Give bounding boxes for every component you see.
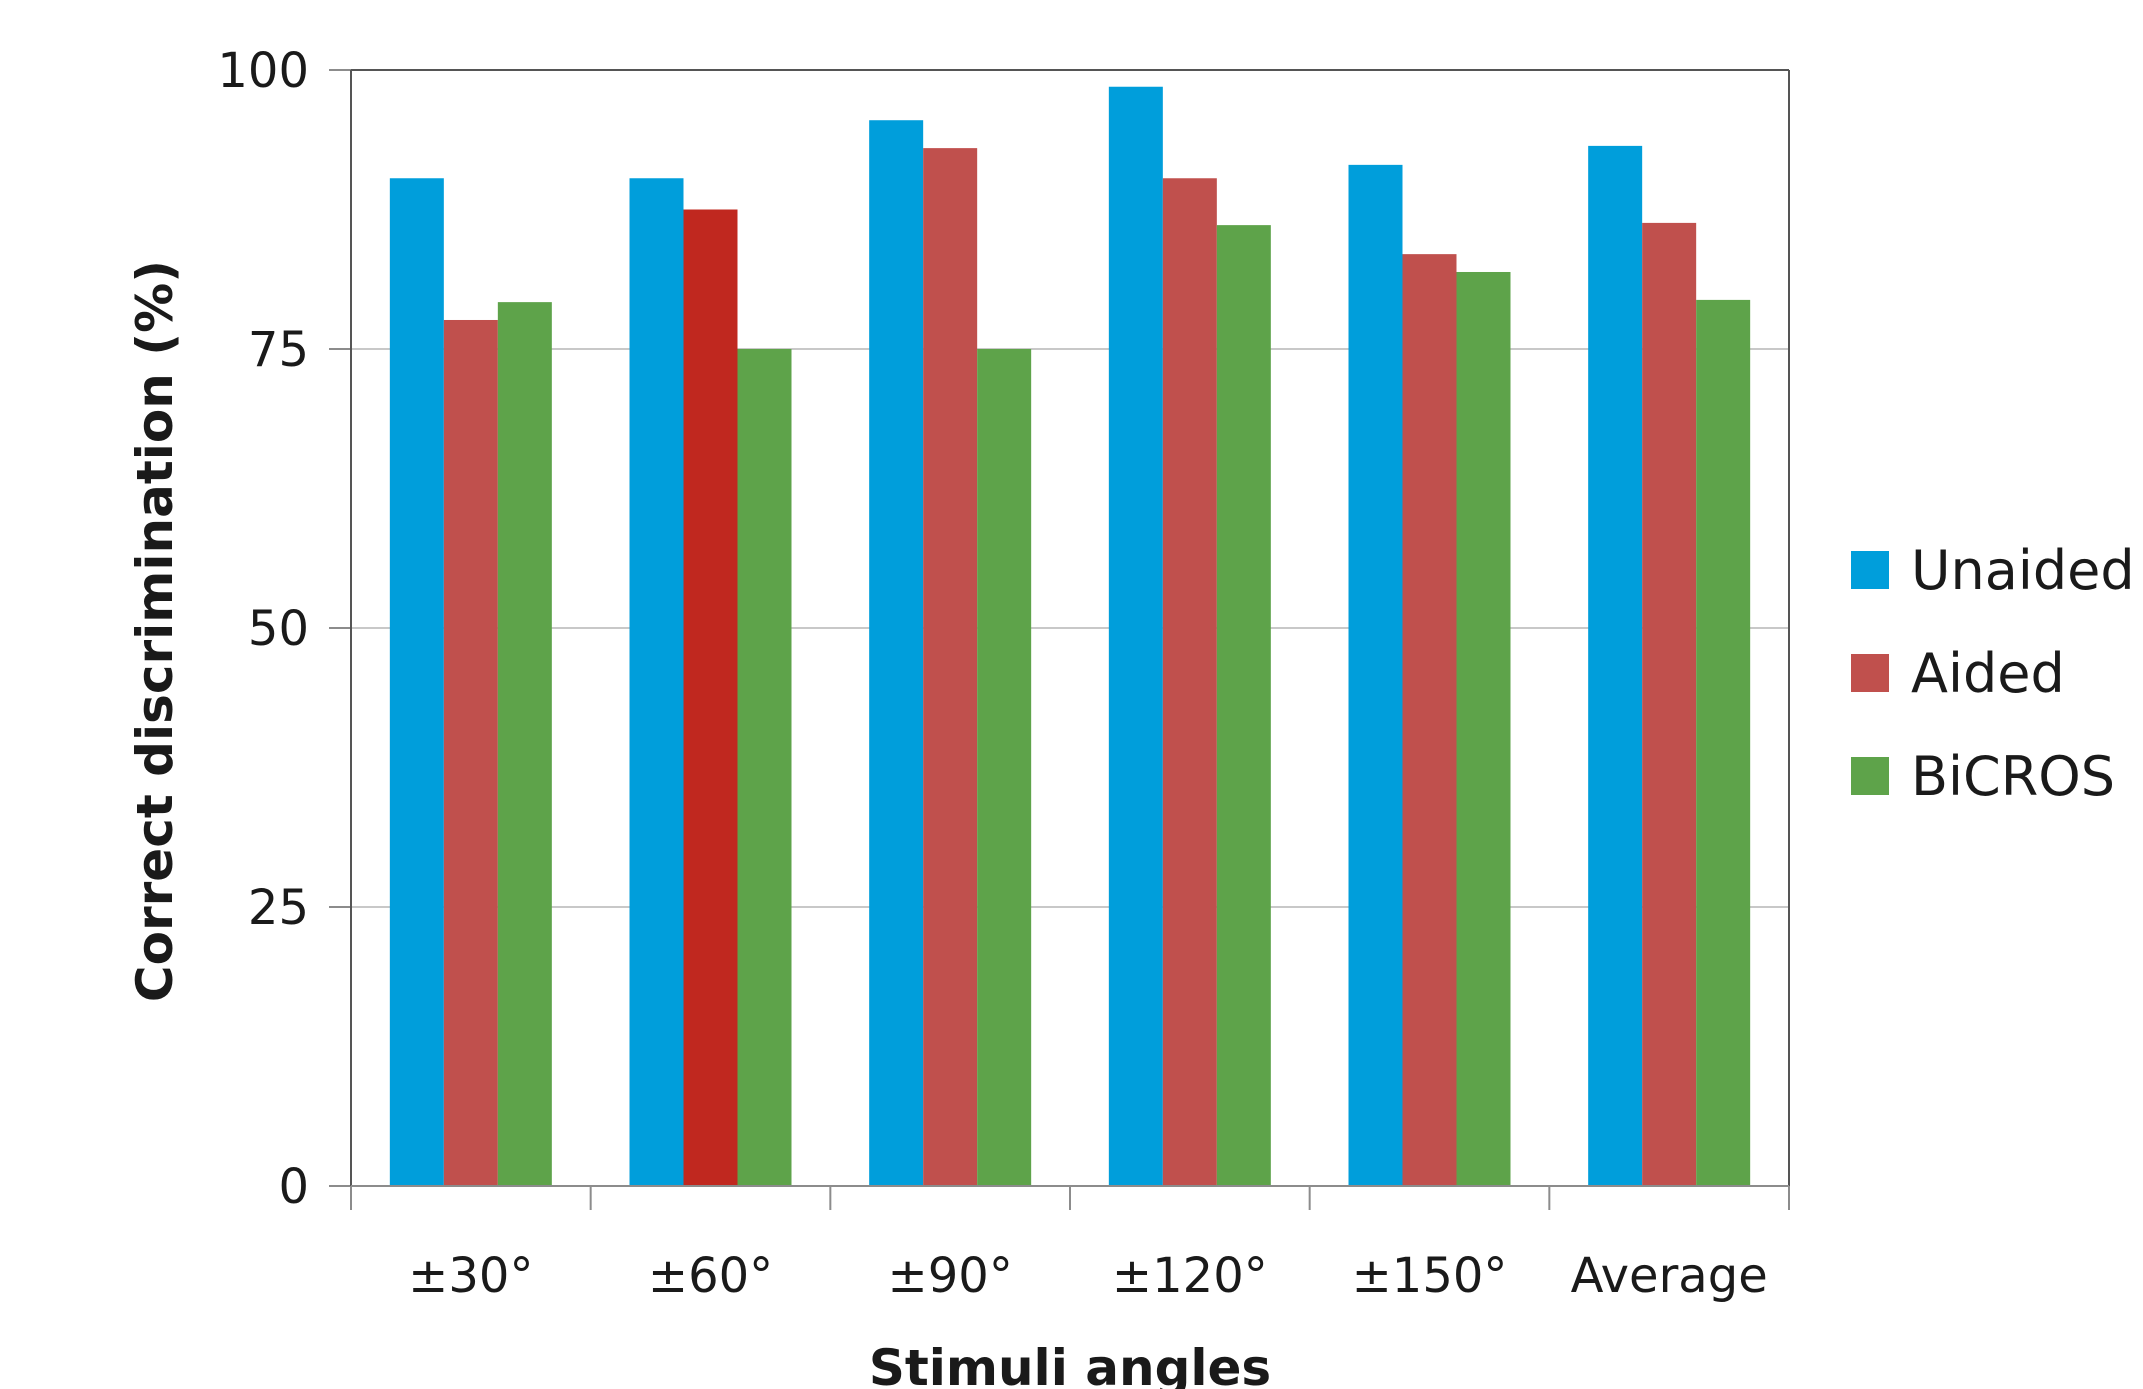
legend-swatch-aided (1851, 654, 1889, 692)
bar-aided-1 (683, 209, 738, 1186)
legend-label-unaided: Unaided (1911, 539, 2135, 602)
bar-aided-0 (443, 319, 498, 1186)
bar-aided-4 (1402, 254, 1457, 1186)
bar-unaided-1 (629, 178, 684, 1186)
bar-bicros-1 (737, 349, 792, 1186)
legend-swatch-unaided (1851, 551, 1889, 589)
bar-unaided-3 (1108, 86, 1163, 1187)
bar-unaided-5 (1588, 145, 1643, 1187)
bar-unaided-4 (1348, 164, 1403, 1187)
x-tick-label: ±120° (1112, 1248, 1268, 1304)
bar-aided-3 (1162, 178, 1217, 1186)
bar-bicros-3 (1216, 225, 1271, 1186)
bar-unaided-0 (389, 178, 444, 1186)
y-tick-label: 25 (248, 880, 309, 936)
x-tick-label: ±90° (888, 1248, 1013, 1304)
bar-aided-2 (923, 148, 978, 1186)
bar-bicros-4 (1456, 271, 1511, 1187)
y-tick-label: 100 (217, 43, 309, 99)
x-tick-label: Average (1571, 1248, 1768, 1304)
y-axis-title: Correct discrimination (%) (126, 260, 184, 1002)
bar-bicros-0 (497, 302, 552, 1186)
x-tick-label: ±30° (408, 1248, 533, 1304)
bar-bicros-2 (977, 349, 1032, 1186)
bar-aided-5 (1642, 222, 1697, 1187)
x-tick-label: ±150° (1352, 1248, 1508, 1304)
x-axis-title: Stimuli angles (869, 1339, 1271, 1389)
y-tick-labels: 0 25 50 75 100 (217, 43, 309, 1215)
bar-bicros-5 (1696, 299, 1751, 1186)
legend-label-bicros: BiCROS (1911, 745, 2115, 808)
legend-swatch-bicros (1851, 757, 1889, 795)
y-tick-label: 75 (248, 322, 309, 378)
gridlines (351, 69, 1789, 908)
bars (389, 86, 1751, 1187)
bar-unaided-2 (869, 120, 924, 1187)
legend-label-aided: Aided (1911, 642, 2065, 705)
axes (329, 69, 1790, 1210)
y-tick-label: 0 (278, 1159, 309, 1215)
y-tick-label: 50 (248, 601, 309, 657)
legend: Unaided Aided BiCROS (1851, 539, 2135, 808)
x-tick-label: ±60° (648, 1248, 773, 1304)
x-tick-labels: ±30° ±60° ±90° ±120° ±150° Average (408, 1248, 1768, 1304)
